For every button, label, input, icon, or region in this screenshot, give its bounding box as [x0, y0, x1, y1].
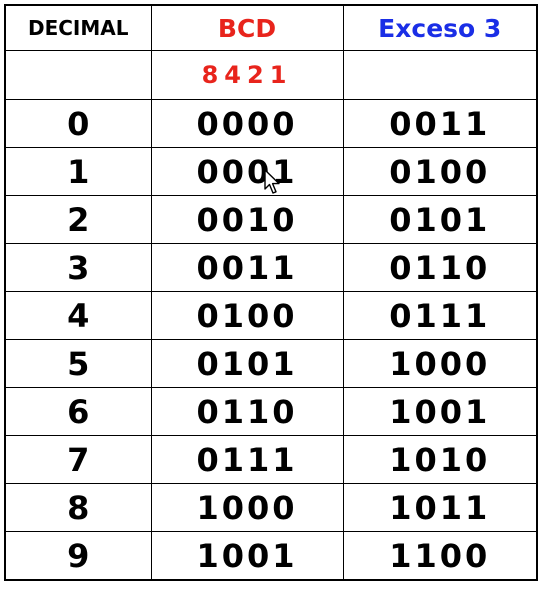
decimal-cell-value: 4 — [67, 296, 90, 335]
decimal-cell-value: 3 — [67, 248, 90, 287]
bcd-cell-value: 1001 — [196, 536, 298, 575]
decimal-header: DECIMAL — [4, 4, 152, 51]
table-row: 1 0001 0100 — [4, 147, 538, 196]
bcd-cell-value: 0010 — [196, 200, 298, 239]
bcd-cell: 0100 — [150, 291, 344, 340]
excess3-header: Exceso 3 — [342, 4, 538, 51]
table-body: 0 0000 0011 1 0001 0100 2 0010 0101 3 0011 0110 4 010… — [4, 99, 538, 581]
decimal-cell: 3 — [4, 243, 152, 292]
weights-empty-decimal — [4, 50, 152, 100]
bcd-cell: 0110 — [150, 387, 344, 436]
bcd-weights-label: 8421 — [201, 61, 293, 89]
decimal-cell: 0 — [4, 99, 152, 148]
table-row: 3 0011 0110 — [4, 243, 538, 292]
weights-row: 8421 — [4, 50, 538, 100]
bcd-cell: 0000 — [150, 99, 344, 148]
decimal-cell-value: 8 — [67, 488, 90, 527]
table-row: 6 0110 1001 — [4, 387, 538, 436]
excess3-cell: 1100 — [342, 531, 538, 581]
bcd-cell: 0011 — [150, 243, 344, 292]
decimal-cell: 1 — [4, 147, 152, 196]
decimal-cell-value: 0 — [67, 104, 90, 143]
decimal-cell: 4 — [4, 291, 152, 340]
bcd-excess3-table: DECIMAL BCD Exceso 3 8421 0 0000 0011 1 0001… — [4, 4, 538, 581]
bcd-cell: 1000 — [150, 483, 344, 532]
decimal-cell-value: 9 — [67, 536, 90, 575]
excess3-cell-value: 1011 — [389, 488, 491, 527]
bcd-cell: 0010 — [150, 195, 344, 244]
bcd-cell-value: 0000 — [196, 104, 298, 143]
mouse-pointer-icon — [264, 169, 280, 194]
bcd-cell: 0001 — [150, 147, 344, 196]
excess3-cell: 1011 — [342, 483, 538, 532]
decimal-cell: 7 — [4, 435, 152, 484]
table-row: 7 0111 1010 — [4, 435, 538, 484]
decimal-cell-value: 2 — [67, 200, 90, 239]
bcd-cell-value: 0011 — [196, 248, 298, 287]
excess3-cell: 1010 — [342, 435, 538, 484]
excess3-cell: 0110 — [342, 243, 538, 292]
bcd-cell-value: 0110 — [196, 392, 298, 431]
bcd-cell-value: 0001 — [196, 152, 298, 191]
excess3-cell: 1000 — [342, 339, 538, 388]
table-row: 8 1000 1011 — [4, 483, 538, 532]
excess3-cell-value: 0111 — [389, 296, 491, 335]
excess3-cell-value: 0100 — [389, 152, 491, 191]
bcd-header: BCD — [150, 4, 344, 51]
table-row: 4 0100 0111 — [4, 291, 538, 340]
bcd-cell: 0101 — [150, 339, 344, 388]
table-row: 9 1001 1100 — [4, 531, 538, 581]
decimal-cell-value: 1 — [67, 152, 90, 191]
table-row: 5 0101 1000 — [4, 339, 538, 388]
header-row: DECIMAL BCD Exceso 3 — [4, 4, 538, 51]
decimal-cell: 5 — [4, 339, 152, 388]
excess3-cell-value: 1001 — [389, 392, 491, 431]
excess3-cell-value: 1100 — [389, 536, 491, 575]
decimal-cell-value: 5 — [67, 344, 90, 383]
excess3-cell-value: 0110 — [389, 248, 491, 287]
excess3-cell: 0111 — [342, 291, 538, 340]
bcd-cell-value: 0100 — [196, 296, 298, 335]
bcd-cell-value: 0101 — [196, 344, 298, 383]
bcd-weights-cell: 8421 — [150, 50, 344, 100]
excess3-cell: 1001 — [342, 387, 538, 436]
decimal-cell-value: 6 — [67, 392, 90, 431]
bcd-cell: 1001 — [150, 531, 344, 581]
decimal-cell: 8 — [4, 483, 152, 532]
table-row: 0 0000 0011 — [4, 99, 538, 148]
bcd-cell-value: 0111 — [196, 440, 298, 479]
table-row: 2 0010 0101 — [4, 195, 538, 244]
decimal-header-label: DECIMAL — [27, 16, 129, 40]
decimal-cell: 2 — [4, 195, 152, 244]
excess3-cell: 0101 — [342, 195, 538, 244]
excess3-cell-value: 0101 — [389, 200, 491, 239]
conversion-table-container: DECIMAL BCD Exceso 3 8421 0 0000 0011 1 0001… — [4, 4, 538, 581]
decimal-cell: 6 — [4, 387, 152, 436]
excess3-header-label: Exceso 3 — [378, 13, 502, 43]
decimal-cell-value: 7 — [67, 440, 90, 479]
excess3-cell-value: 1010 — [389, 440, 491, 479]
excess3-cell: 0011 — [342, 99, 538, 148]
excess3-cell-value: 1000 — [389, 344, 491, 383]
weights-empty-excess3 — [342, 50, 538, 100]
decimal-cell: 9 — [4, 531, 152, 581]
excess3-cell: 0100 — [342, 147, 538, 196]
excess3-cell-value: 0011 — [389, 104, 491, 143]
bcd-header-label: BCD — [217, 13, 277, 43]
bcd-cell: 0111 — [150, 435, 344, 484]
bcd-cell-value: 1000 — [196, 488, 298, 527]
